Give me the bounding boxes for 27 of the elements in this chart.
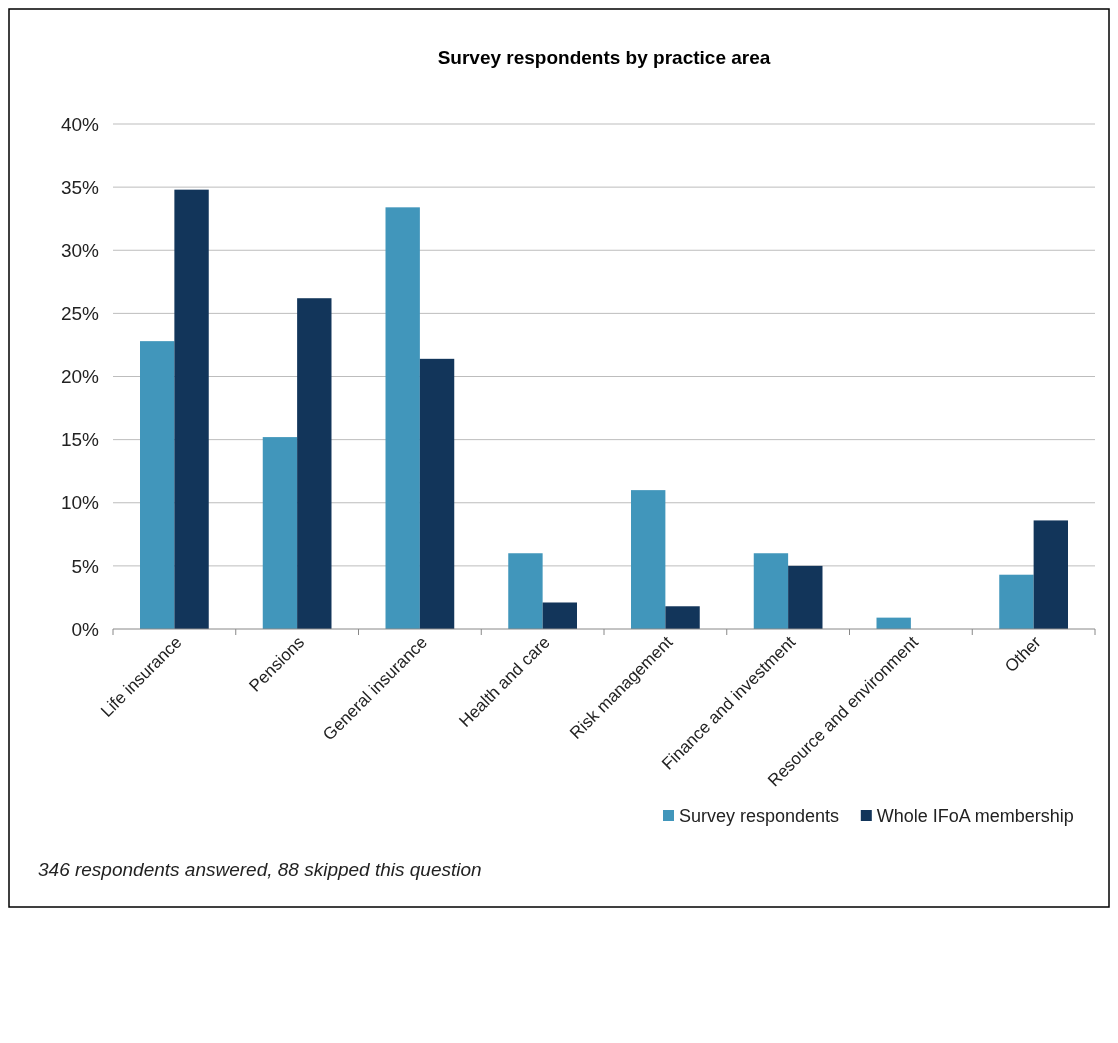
legend-label: Whole IFoA membership: [876, 806, 1074, 827]
bar: [631, 490, 666, 629]
bar: [419, 358, 455, 629]
bar: [788, 565, 823, 629]
bar: [542, 602, 577, 629]
bar: [385, 207, 420, 629]
bar: [297, 298, 332, 629]
bar: [1033, 520, 1068, 629]
bar: [665, 606, 700, 629]
y-tick-label: 20%: [60, 366, 100, 388]
bar: [174, 189, 209, 629]
bar: [508, 553, 543, 629]
legend-label: Survey respondents: [679, 806, 840, 827]
bar: [262, 437, 298, 629]
bar: [140, 341, 175, 629]
y-tick-label: 0%: [71, 618, 100, 640]
y-tick-label: 30%: [60, 239, 100, 261]
y-tick-label: 25%: [60, 303, 100, 325]
y-tick-label: 40%: [60, 113, 100, 135]
text: 346 respondents answered, 88 skipped this question: [38, 859, 482, 880]
bar: [753, 553, 789, 629]
y-tick-label: 5%: [71, 555, 100, 577]
chart-title: Survey respondents by practice area: [437, 47, 771, 68]
y-tick-label: 35%: [60, 176, 100, 198]
y-tick-label: 10%: [60, 492, 100, 514]
bar: [999, 574, 1034, 629]
y-tick-label: 15%: [60, 429, 100, 451]
